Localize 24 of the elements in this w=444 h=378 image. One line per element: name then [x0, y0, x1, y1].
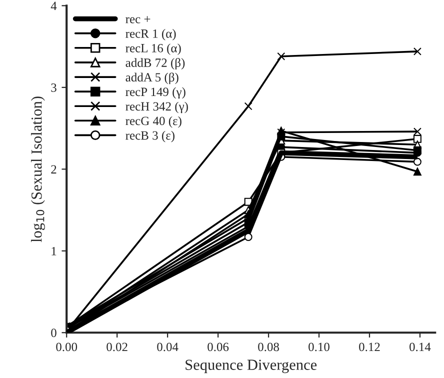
legend-label: rec +	[126, 16, 150, 24]
legend-label: recH 342 (γ)	[126, 102, 188, 114]
y-tick-label: 0	[51, 328, 56, 338]
legend-label: recL 16 (α)	[126, 44, 181, 55]
x-tick-label: 0.06	[208, 342, 229, 352]
y-axis-title: log$_{10}$ (Sexual Isolation)	[31, 96, 45, 242]
legend-label: addB 72 (β)	[126, 58, 185, 70]
x-tick-label: 0.04	[157, 342, 178, 352]
x-tick-label: 0.02	[106, 342, 128, 352]
x-axis-title: Sequence Divergence	[186, 360, 317, 374]
x-tick-label: 0.08	[258, 342, 279, 352]
x-tick-label: 0.14	[410, 342, 431, 352]
legend-label: recP 149 (γ)	[126, 87, 186, 99]
x-tick-label: 0.12	[359, 342, 380, 352]
y-tick-label: 4	[50, 2, 57, 10]
y-tick-label: 2	[51, 165, 56, 174]
x-tick-label: 0.00	[56, 342, 78, 352]
y-tick-label: 3	[51, 83, 56, 92]
y-tick-label: 1	[52, 246, 56, 256]
legend-label: recR 1 (α)	[126, 29, 176, 40]
x-tick-label: 0.10	[308, 342, 330, 352]
legend-label: addA 5 (β)	[126, 72, 178, 84]
legend-label: recB 3 (ε)	[126, 130, 174, 142]
legend-label: recG 40 (ε)	[126, 116, 182, 128]
